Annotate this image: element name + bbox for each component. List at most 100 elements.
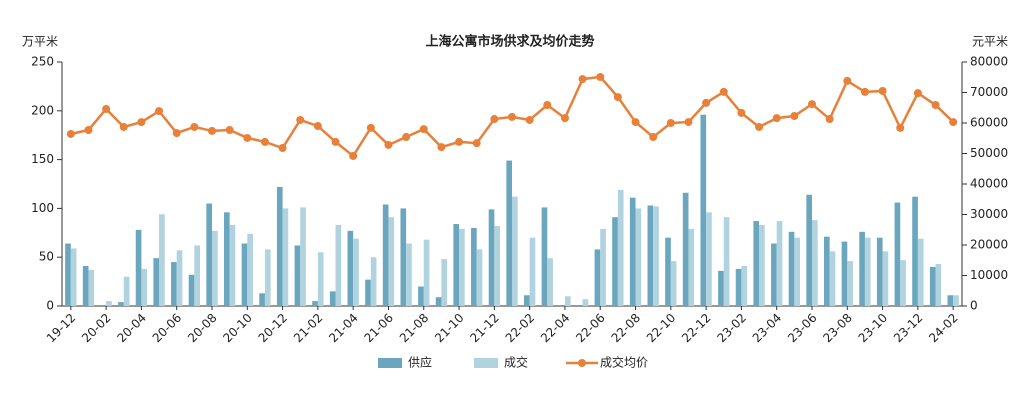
price-point (437, 143, 446, 152)
y2-tick-label: 50000 (970, 146, 1008, 160)
price-point (913, 89, 922, 98)
price-point (719, 87, 728, 96)
bar (294, 245, 301, 306)
x-tick-label: 20-04 (114, 311, 149, 346)
bar (435, 297, 442, 306)
bar (894, 202, 901, 306)
bar (106, 301, 112, 306)
bar (159, 214, 165, 306)
price-point (896, 123, 905, 132)
x-tick-label: 24-02 (926, 311, 961, 346)
bar (953, 295, 959, 306)
bar (176, 250, 183, 306)
x-tick-label: 22-06 (573, 311, 608, 346)
bar (459, 228, 465, 306)
x-tick-label: 21-08 (397, 311, 432, 346)
price-point (331, 137, 340, 146)
price-point (384, 140, 393, 149)
bar (776, 221, 783, 306)
price-point (472, 139, 481, 148)
price-point (490, 115, 499, 124)
price-point (402, 133, 411, 142)
x-tick-label: 20-08 (185, 311, 220, 346)
bar (123, 276, 130, 306)
bar (153, 258, 160, 306)
bar (529, 237, 536, 306)
x-tick-label: 22-12 (679, 311, 714, 346)
bar (829, 251, 836, 306)
price-point (737, 108, 746, 117)
bar (929, 266, 936, 306)
bar (824, 236, 830, 306)
x-tick-label: 23-06 (785, 311, 820, 346)
price-point (790, 111, 799, 120)
x-tick-label: 20-10 (220, 311, 255, 346)
legend-swatch (474, 358, 498, 368)
x-tick-label: 23-10 (856, 311, 891, 346)
bar (264, 249, 271, 306)
bar (476, 249, 483, 306)
price-point (649, 133, 658, 142)
y2-tick-label: 10000 (970, 268, 1008, 282)
bar (741, 265, 748, 306)
price-point (613, 93, 622, 102)
bar (259, 293, 265, 306)
price-point (172, 129, 181, 138)
x-tick-label: 22-10 (644, 311, 679, 346)
x-tick-label: 22-04 (538, 311, 573, 346)
bar (700, 114, 707, 306)
bar (388, 217, 395, 306)
x-tick-label: 20-02 (79, 311, 114, 346)
bar (317, 252, 324, 306)
x-tick-label: 21-02 (291, 311, 326, 346)
bar (506, 160, 512, 306)
price-point (684, 118, 693, 127)
price-point (296, 115, 305, 124)
bar (688, 228, 695, 306)
y-tick-label: 250 (31, 55, 54, 69)
price-point (578, 75, 587, 84)
price-point (860, 87, 869, 96)
price-point (313, 122, 322, 131)
price-point (508, 112, 516, 121)
y2-tick-label: 0 (970, 299, 978, 313)
bar (541, 207, 548, 306)
price-point (278, 144, 287, 153)
legend-label: 供应 (408, 355, 432, 370)
legend-label: 成交 (504, 355, 528, 370)
bar (276, 186, 283, 306)
bar (441, 259, 448, 306)
price-point (137, 118, 146, 127)
bar (400, 208, 407, 306)
x-tick-label: 23-08 (820, 311, 855, 346)
bar (912, 196, 918, 306)
bar (547, 258, 553, 306)
bar (759, 224, 765, 306)
bar (335, 224, 342, 306)
price-point (190, 122, 199, 131)
price-point (808, 100, 816, 109)
bar (329, 291, 336, 306)
price-point (119, 122, 128, 131)
bar (723, 217, 730, 306)
x-tick-label: 21-06 (362, 311, 397, 346)
bar (512, 196, 518, 306)
bar (706, 212, 712, 306)
bar (600, 228, 606, 306)
y-tick-label: 100 (31, 201, 54, 215)
x-tick-label: 21-04 (326, 311, 361, 346)
bar (812, 220, 818, 306)
y2-tick-label: 80000 (970, 55, 1008, 69)
price-point (843, 76, 852, 85)
x-tick-label: 23-12 (891, 311, 926, 346)
price-point (243, 133, 252, 142)
price-point (560, 114, 569, 123)
y2-tick-label: 30000 (970, 207, 1008, 221)
bar (406, 243, 412, 306)
price-point (755, 122, 764, 131)
bar (418, 286, 424, 306)
bar (794, 237, 800, 306)
bar (88, 269, 95, 306)
y2-tick-label: 20000 (970, 238, 1008, 252)
bar (617, 189, 624, 306)
